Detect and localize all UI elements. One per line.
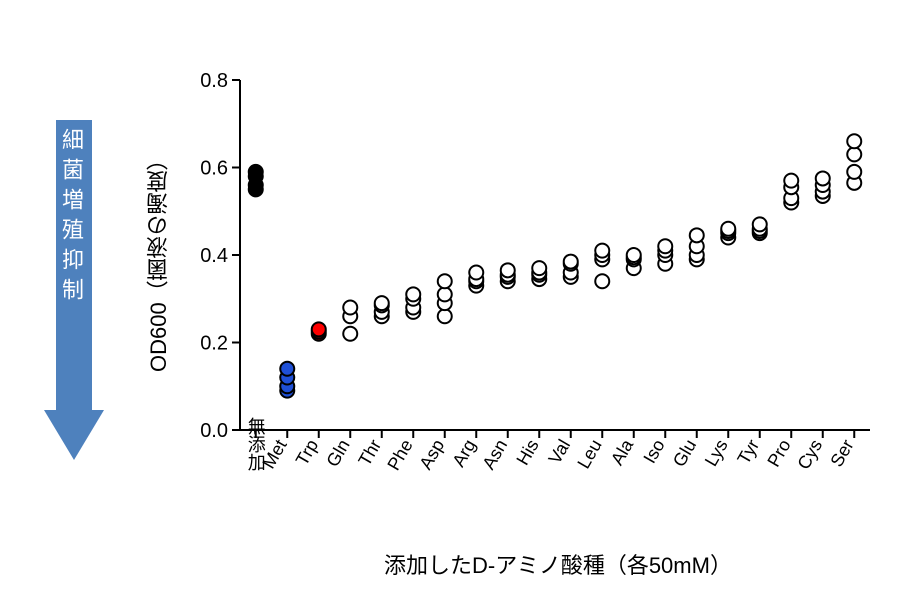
growth-inhibition-arrow: 細菌増殖抑制 [44,120,104,460]
y-axis-label: OD600（菌液の濁度） [148,100,170,420]
data-point [406,287,420,301]
data-point [721,222,735,236]
x-tick-label: Asp [415,436,448,473]
x-tick-label: Pro [763,436,794,470]
x-tick-label: Trp [292,436,322,469]
x-tick-labels: 無添加MetTrpGlnThrPheAspArgAsnHisValLeuAlaI… [246,417,858,474]
x-tick-label: His [512,436,542,469]
data-point [501,263,515,277]
data-point [438,274,452,288]
x-tick-label: Glu [669,436,700,470]
data-points [249,134,862,397]
data-point [784,174,798,188]
data-point [532,261,546,275]
scatter-chart: 0.0 0.2 0.4 0.6 0.8 無添加MetTrpGlnThrPheAspArg… [190,70,876,540]
x-tick-label: Arg [448,436,479,470]
x-tick-label: Phe [383,436,416,474]
data-point [627,248,641,262]
data-point [312,322,326,336]
x-tick-label: Iso [639,436,668,467]
data-point [343,301,357,315]
arrow-label: 細菌増殖抑制 [56,128,92,308]
data-point [847,165,861,179]
data-point [438,287,452,301]
y-tick-label: 0.6 [200,158,228,180]
x-tick-label: Thr [354,436,385,469]
y-tick-label: 0.0 [200,420,228,442]
data-point [249,165,263,179]
x-tick-label: Lys [701,436,732,470]
data-point [595,274,609,288]
data-point [595,244,609,258]
data-point [375,296,389,310]
x-axis-label: 添加したD-アミノ酸種（各50mM） [250,548,866,580]
x-tick-label: Ser [826,436,857,470]
arrow-head [44,410,104,460]
y-tick-label: 0.8 [200,70,228,92]
axes: 0.0 0.2 0.4 0.6 0.8 [200,70,870,442]
x-tick-label: Asn [478,436,511,473]
data-point [658,239,672,253]
data-point [280,362,294,376]
data-point [847,134,861,148]
x-tick-label: Ala [607,435,638,468]
x-tick-label: Tyr [733,436,763,468]
x-tick-label: Gln [322,436,353,470]
data-point [753,217,767,231]
data-point [564,255,578,269]
data-point [469,266,483,280]
x-tick-label: Leu [573,436,605,472]
data-point [847,147,861,161]
x-tick-label: Cys [793,436,826,473]
data-point [816,171,830,185]
data-point [343,327,357,341]
y-tick-label: 0.4 [200,245,228,267]
data-point [438,309,452,323]
data-point [690,228,704,242]
figure-stage: 細菌増殖抑制 OD600（菌液の濁度） 添加したD-アミノ酸種（各50mM） 0… [0,0,906,596]
x-tick-label: Val [545,436,575,467]
y-tick-label: 0.2 [200,333,228,355]
